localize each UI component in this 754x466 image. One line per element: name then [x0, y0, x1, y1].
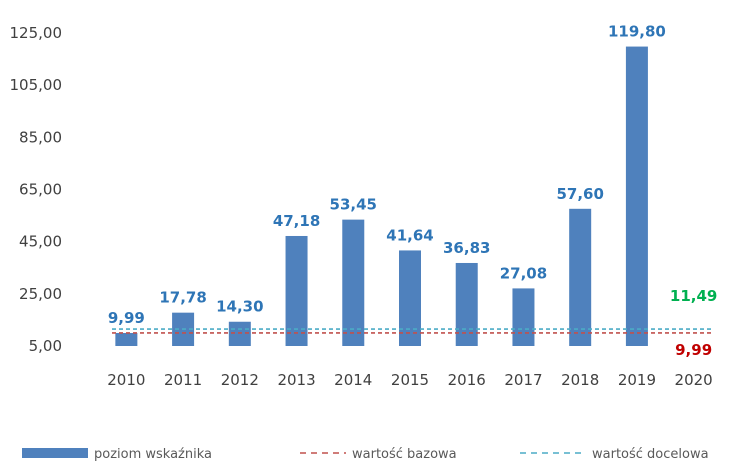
x-tick-label: 2019 — [618, 371, 656, 389]
data-label: 9,99 — [108, 309, 145, 327]
y-tick-label: 25,00 — [19, 285, 62, 303]
bars — [115, 46, 648, 347]
x-tick-label: 2010 — [107, 371, 145, 389]
y-tick-label: 65,00 — [19, 181, 62, 199]
bar — [512, 288, 535, 346]
legend-label: wartość bazowa — [352, 447, 457, 462]
data-label: 17,78 — [159, 289, 206, 307]
reference-lines — [112, 328, 712, 334]
data-label: 57,60 — [556, 185, 603, 203]
data-labels: 9,99 17,78 14,30 47,18 53,45 41,64 36,83 27,08 5… — [108, 23, 718, 359]
legend-label: poziom wskaźnika — [94, 447, 212, 462]
y-axis: 5,00 25,00 45,00 65,00 85,00 105,00 125,00 — [10, 24, 63, 355]
y-tick-label: 5,00 — [29, 337, 62, 355]
x-tick-label: 2015 — [391, 371, 429, 389]
bar — [399, 250, 421, 346]
data-label: 14,30 — [216, 298, 263, 316]
x-tick-label: 2018 — [561, 371, 599, 389]
x-tick-label: 2016 — [448, 371, 486, 389]
x-tick-label: 2011 — [164, 371, 202, 389]
data-label: 41,64 — [386, 226, 433, 244]
data-label: 36,83 — [443, 239, 490, 257]
x-tick-label: 2013 — [277, 371, 315, 389]
legend: poziom wskaźnika wartość bazowa wartość do… — [22, 447, 709, 462]
data-label: 27,08 — [500, 264, 547, 282]
x-tick-label: 2012 — [221, 371, 259, 389]
x-tick-label: 2014 — [334, 371, 372, 389]
bar — [228, 321, 251, 346]
x-tick-label: 2017 — [504, 371, 542, 389]
bar — [115, 332, 138, 346]
bar — [455, 262, 478, 346]
data-label: 53,45 — [330, 196, 377, 214]
x-axis: 2010 2011 2012 2013 2014 2015 2016 2017 2018 2019… — [107, 371, 712, 389]
bar — [569, 208, 592, 346]
legend-label: wartość docelowa — [592, 447, 709, 462]
legend-swatch-bar — [22, 448, 88, 458]
data-label: 47,18 — [273, 212, 320, 230]
y-tick-label: 125,00 — [10, 24, 63, 42]
y-tick-label: 85,00 — [19, 128, 62, 146]
x-tick-label: 2020 — [675, 371, 713, 389]
reference-line-label: 11,49 — [670, 287, 717, 305]
data-label: 119,80 — [608, 23, 666, 41]
bar — [285, 235, 308, 346]
y-tick-label: 105,00 — [10, 76, 63, 94]
bar — [342, 219, 365, 346]
reference-line-label: 9,99 — [675, 341, 712, 359]
bar — [625, 46, 648, 347]
y-tick-label: 45,00 — [19, 233, 62, 251]
